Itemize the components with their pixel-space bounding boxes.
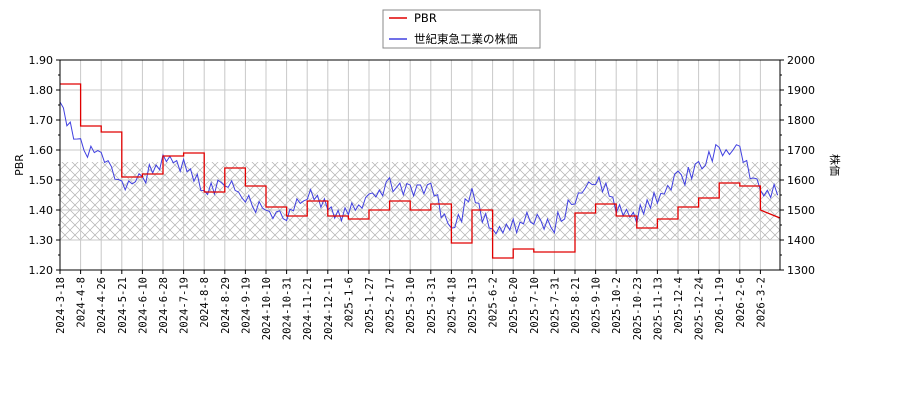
x-tick-label: 2024-8-8 [199, 277, 211, 328]
right-tick-label: 1800 [787, 114, 815, 127]
x-tick-label: 2025-7-31 [549, 277, 561, 334]
right-tick-label: 1600 [787, 174, 815, 187]
x-tick-label: 2024-4-8 [76, 277, 88, 328]
legend: PBR 世紀東急工業の株価 [382, 9, 541, 49]
x-tick-label: 2025-6-20 [508, 277, 520, 334]
legend-pbr-label: PBR [414, 11, 437, 25]
right-tick-label: 1300 [787, 264, 815, 277]
x-tick-label: 2026-1-19 [714, 277, 726, 334]
right-tick-label: 1900 [787, 84, 815, 97]
x-axis: 2024-3-18 2024-4-8 2024-4-26 2024-5-21 2024-… [55, 270, 767, 340]
left-axis: 1.90 1.80 1.70 1.60 1.50 1.40 1.30 1.20 [29, 54, 60, 277]
x-tick-label: 2024-6-10 [137, 277, 149, 334]
shaded-band [60, 162, 780, 240]
x-tick-label: 2025-7-10 [529, 277, 541, 334]
x-tick-label: 2025-10-2 [611, 277, 623, 334]
x-tick-label: 2024-12-11 [323, 277, 335, 340]
right-tick-label: 1700 [787, 144, 815, 157]
x-tick-label: 2025-12-24 [694, 277, 706, 340]
x-tick-label: 2025-1-6 [343, 277, 355, 328]
x-tick-label: 2024-7-19 [179, 277, 191, 334]
x-tick-label: 2024-9-19 [240, 277, 252, 334]
x-tick-label: 2025-1-27 [364, 277, 376, 334]
x-tick-label: 2025-9-10 [591, 277, 603, 334]
x-tick-label: 2024-5-21 [117, 277, 129, 334]
x-tick-label: 2025-3-10 [405, 277, 417, 334]
x-tick-label: 2024-11-21 [302, 277, 314, 340]
left-tick-label: 1.80 [29, 84, 54, 97]
left-tick-label: 1.30 [29, 234, 54, 247]
left-tick-label: 1.90 [29, 54, 54, 67]
x-tick-label: 2025-11-13 [652, 277, 664, 340]
x-tick-label: 2025-12-4 [673, 277, 685, 334]
x-tick-label: 2024-8-29 [220, 277, 232, 334]
x-tick-label: 2024-4-26 [96, 277, 108, 334]
right-tick-label: 1400 [787, 234, 815, 247]
left-tick-label: 1.40 [29, 204, 54, 217]
x-tick-label: 2024-6-28 [158, 277, 170, 334]
x-tick-label: 2025-2-17 [385, 277, 397, 334]
x-tick-label: 2024-10-10 [261, 277, 273, 340]
x-tick-label: 2026-3-2 [755, 277, 767, 328]
left-tick-label: 1.20 [29, 264, 54, 277]
left-tick-label: 1.50 [29, 174, 54, 187]
left-tick-label: 1.60 [29, 144, 54, 157]
left-tick-label: 1.70 [29, 114, 54, 127]
x-tick-label: 2026-2-6 [735, 277, 747, 328]
pbr-line [60, 83, 781, 259]
legend-price-label: 世紀東急工業の株価 [414, 32, 518, 46]
x-tick-label: 2025-8-21 [570, 277, 582, 334]
x-tick-label: 2024-10-31 [282, 277, 294, 340]
x-tick-label: 2025-6-2 [488, 277, 500, 328]
x-tick-label: 2025-3-31 [426, 277, 438, 334]
right-tick-label: 2000 [787, 54, 815, 67]
x-tick-label: 2025-4-18 [446, 277, 458, 334]
left-axis-title: PBR [13, 154, 26, 176]
x-tick-label: 2025-10-23 [632, 277, 644, 340]
right-tick-label: 1500 [787, 204, 815, 217]
price-line [59, 101, 779, 235]
x-tick-label: 2024-3-18 [55, 277, 67, 334]
right-axis-title: 株価 [828, 154, 842, 176]
x-tick-label: 2025-5-13 [467, 277, 479, 334]
right-axis: 2000 1900 1800 1700 1600 1500 1400 1300 [780, 54, 815, 277]
